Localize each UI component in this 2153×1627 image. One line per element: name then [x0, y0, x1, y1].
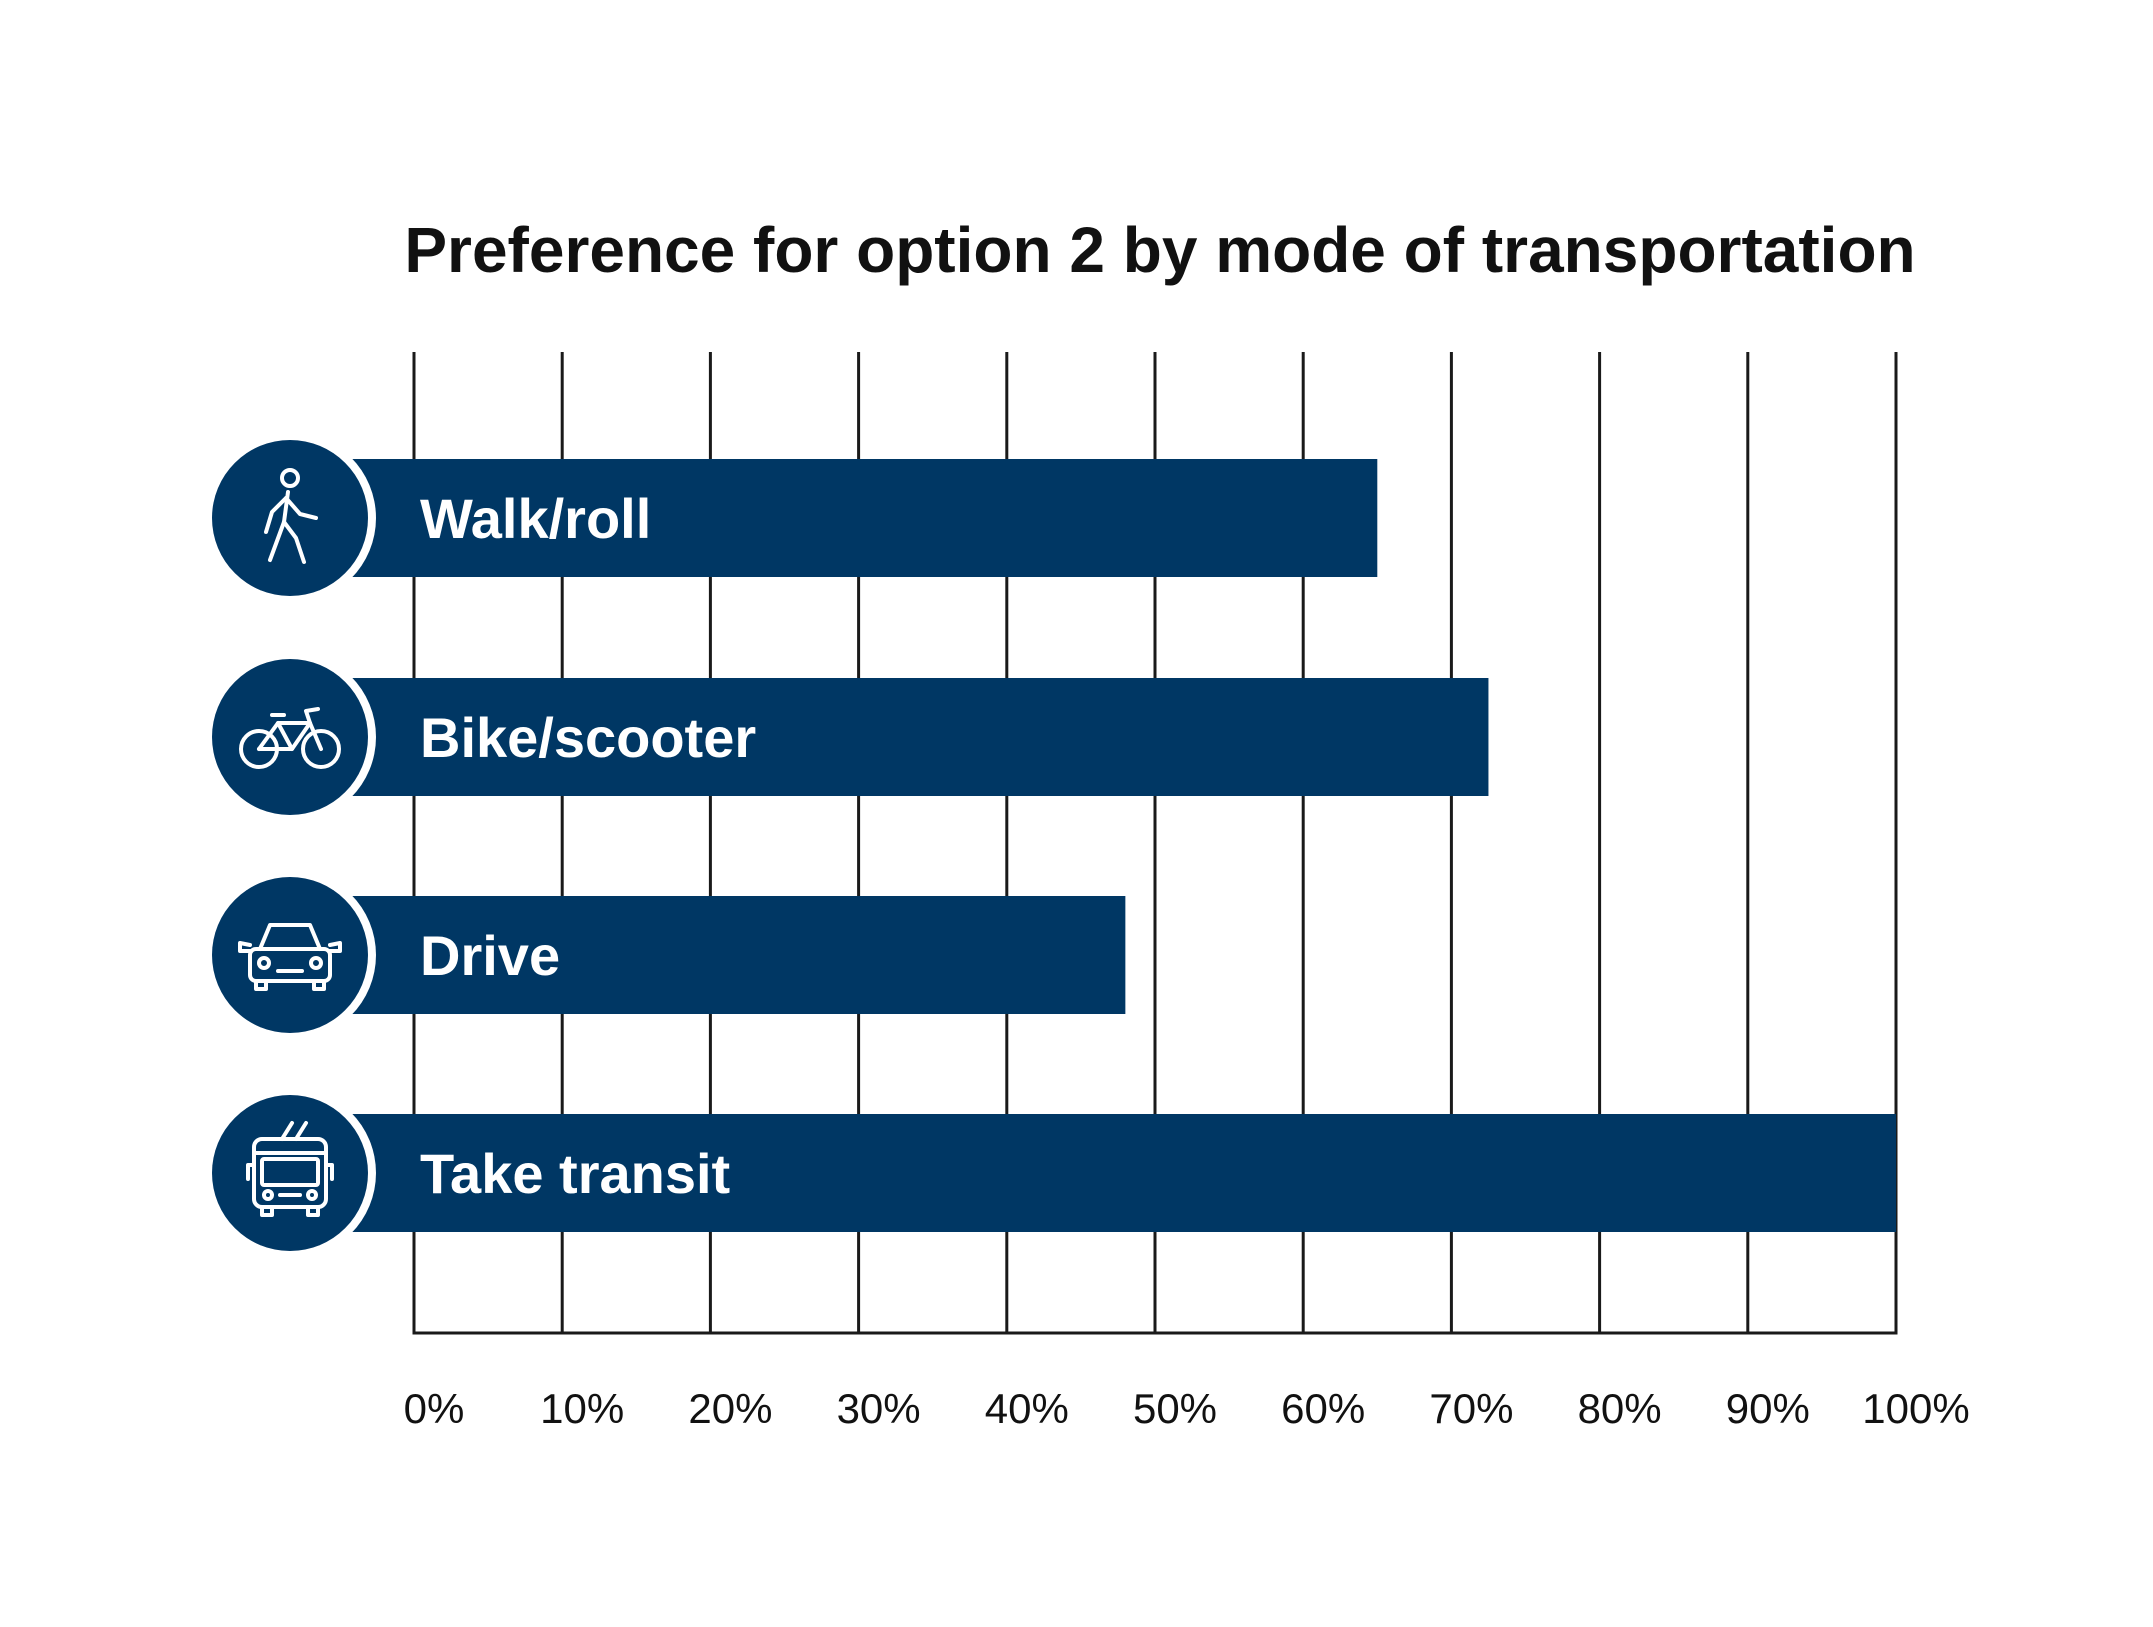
x-tick-label: 60% [1281, 1385, 1365, 1432]
x-tick-label: 50% [1133, 1385, 1217, 1432]
icon-circle [212, 1095, 368, 1251]
icon-circle [212, 659, 368, 815]
trolleybus-icon [246, 1121, 334, 1217]
bar-label: Walk/roll [420, 487, 651, 550]
x-tick-label: 0% [404, 1385, 465, 1432]
x-axis-ticks: 0% 10% 20% 30% 40% 50% 60% 70% 80% 90% 100% [404, 1385, 1970, 1432]
chart-title: Preference for option 2 by mode of trans… [404, 214, 1915, 286]
icon-circle [212, 440, 368, 596]
bar [352, 896, 1126, 1014]
x-tick-label: 100% [1862, 1385, 1969, 1432]
walking-person-icon [264, 468, 318, 564]
bar-label: Take transit [420, 1142, 730, 1205]
bar [352, 1114, 1896, 1232]
x-tick-label: 10% [540, 1385, 624, 1432]
bar-group: Walk/roll [204, 432, 1378, 604]
icon-circle [212, 877, 368, 1033]
x-tick-label: 70% [1429, 1385, 1513, 1432]
car-icon [238, 923, 342, 991]
bar-group: Drive [204, 869, 1126, 1041]
bar-label: Drive [420, 924, 560, 987]
bar-group: Take transit [204, 1087, 1896, 1259]
bars: Walk/roll Bike/scooter Drive Take transit [204, 432, 1896, 1259]
x-tick-label: 30% [837, 1385, 921, 1432]
bar-group: Bike/scooter [204, 651, 1489, 823]
x-tick-label: 40% [985, 1385, 1069, 1432]
bicycle-icon [239, 707, 341, 769]
bar [352, 678, 1489, 796]
x-tick-label: 90% [1726, 1385, 1810, 1432]
x-tick-label: 20% [688, 1385, 772, 1432]
bar-label: Bike/scooter [420, 706, 756, 769]
bar [352, 459, 1378, 577]
x-tick-label: 80% [1578, 1385, 1662, 1432]
